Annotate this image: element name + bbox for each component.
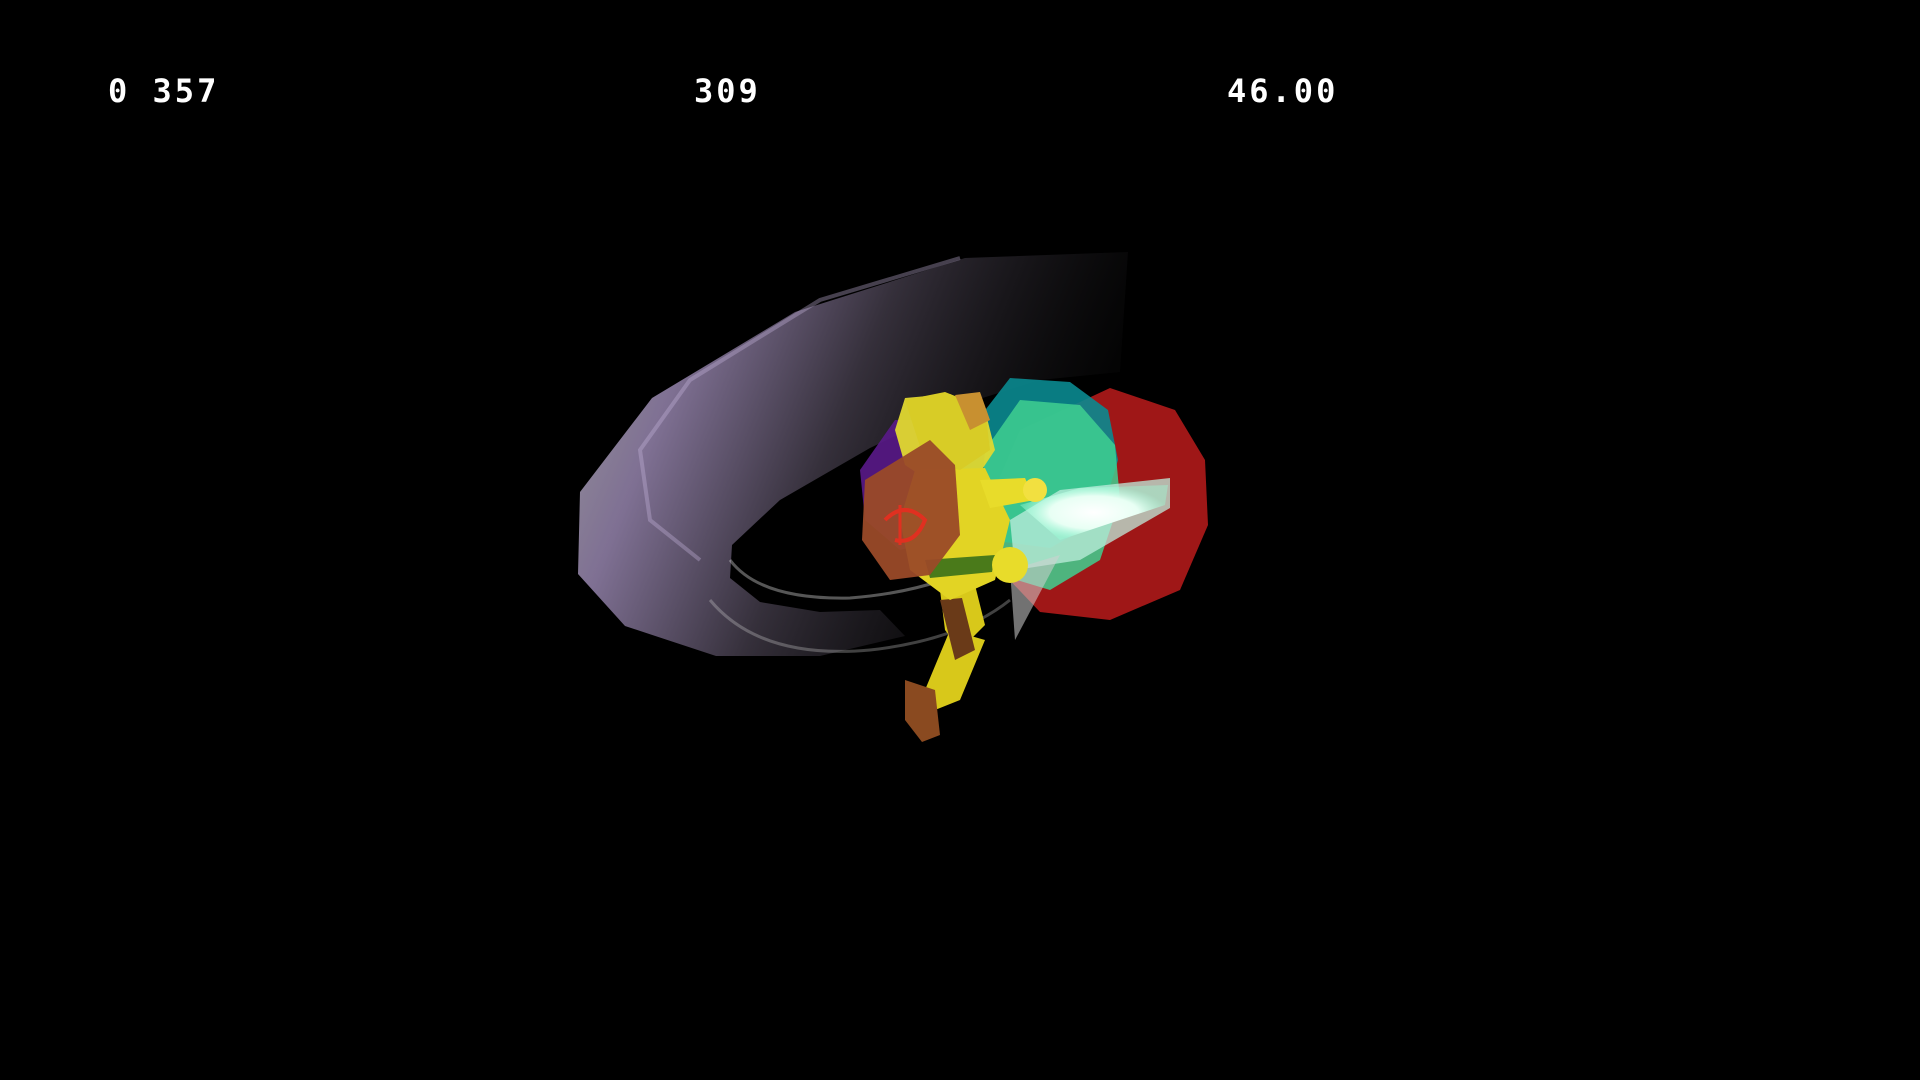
- character-boot-back: [940, 598, 975, 660]
- hud-right-readout: 46.00: [1227, 72, 1339, 110]
- character-hand: [1023, 478, 1047, 502]
- character-boot: [905, 680, 940, 742]
- link-character: [862, 392, 1047, 742]
- hud-center-readout: 309: [694, 72, 761, 110]
- character-arm: [980, 478, 1035, 508]
- character-belt: [925, 555, 995, 578]
- hud-left-readout: 0 357: [108, 72, 220, 110]
- character-fist: [992, 547, 1028, 583]
- character-hair: [955, 392, 990, 430]
